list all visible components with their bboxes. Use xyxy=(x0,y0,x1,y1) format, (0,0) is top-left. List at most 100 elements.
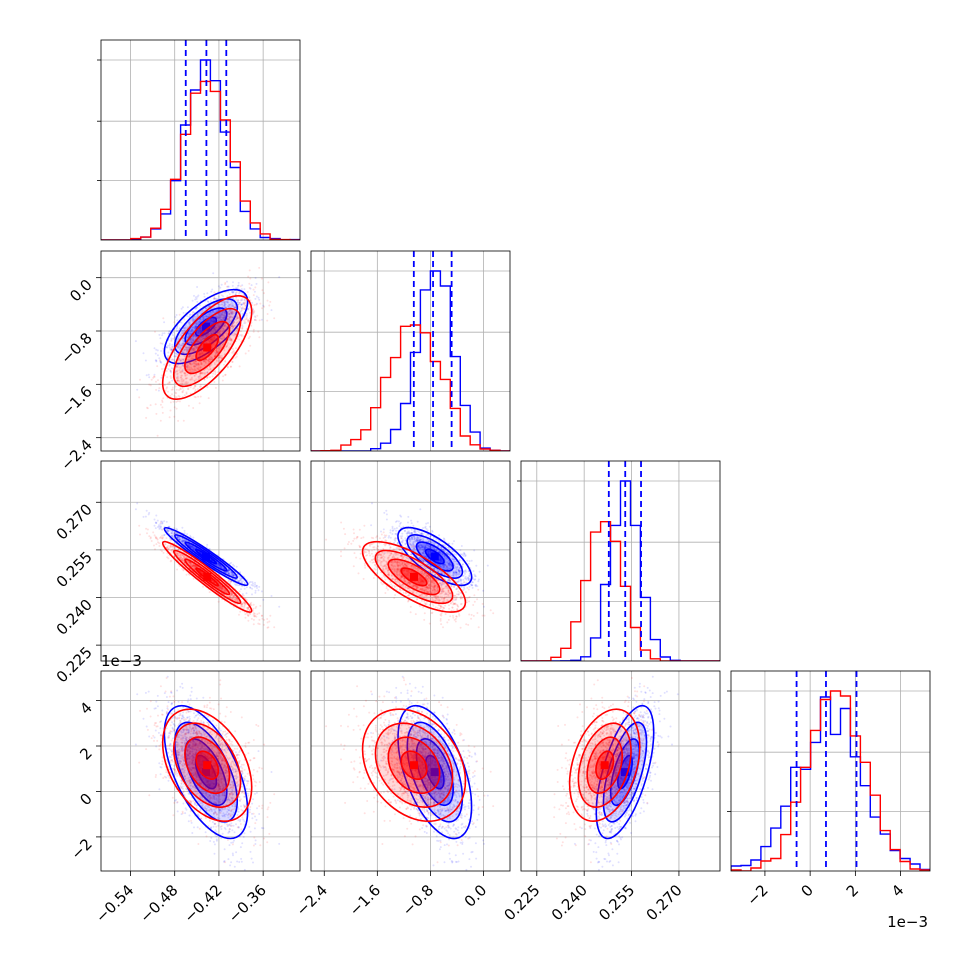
scatter-point xyxy=(159,360,162,363)
scatter-point xyxy=(147,513,150,516)
scatter-point xyxy=(144,359,147,362)
scatter-point xyxy=(273,317,276,320)
scatter-point xyxy=(178,313,181,316)
scatter-point xyxy=(180,374,183,377)
scatter-point xyxy=(195,325,198,328)
scatter-point xyxy=(239,610,242,613)
scatter-point xyxy=(250,324,253,327)
scatter-point xyxy=(220,294,223,297)
scatter-point xyxy=(214,353,217,356)
scatter-point xyxy=(208,365,211,368)
scatter-point xyxy=(252,623,255,626)
scatter-point xyxy=(242,301,245,304)
scatter-point xyxy=(222,300,225,303)
scatter-point xyxy=(166,346,169,349)
scatter-point xyxy=(173,415,176,418)
scatter-point xyxy=(163,534,166,537)
scatter-point xyxy=(171,379,174,382)
scatter-point xyxy=(219,346,222,349)
scatter-point xyxy=(241,324,244,327)
scatter-point xyxy=(234,318,237,321)
scatter-point xyxy=(196,340,199,343)
scatter-point xyxy=(176,400,179,403)
scatter-point xyxy=(161,550,163,553)
scatter-point xyxy=(192,348,195,351)
scatter-point xyxy=(198,375,201,378)
scatter-point xyxy=(176,346,179,349)
scatter-point xyxy=(169,347,172,350)
scatter-point xyxy=(231,327,233,330)
scatter-point xyxy=(193,365,196,368)
scatter-point xyxy=(237,335,240,338)
scatter-point xyxy=(200,372,203,374)
scatter-point xyxy=(191,311,194,314)
scatter-point xyxy=(170,388,173,391)
scatter-point xyxy=(229,319,232,322)
scatter-point xyxy=(204,372,207,375)
panel-1-0 xyxy=(101,251,300,451)
scatter-point xyxy=(205,376,208,379)
scatter-point xyxy=(204,360,207,363)
scatter-point xyxy=(223,324,226,327)
scatter-point xyxy=(183,326,186,329)
scatter-point xyxy=(230,561,233,564)
scatter-point xyxy=(207,300,210,303)
scatter-point xyxy=(248,269,251,272)
scatter-point xyxy=(183,357,186,360)
scatter-point xyxy=(183,318,186,321)
scatter-point xyxy=(228,321,230,324)
scatter-point xyxy=(169,401,172,404)
scatter-point xyxy=(199,372,202,374)
scatter-point xyxy=(214,297,217,300)
scatter-point xyxy=(176,380,179,382)
scatter-point xyxy=(189,321,192,324)
scatter-point xyxy=(188,368,191,371)
scatter-point xyxy=(181,374,184,377)
scatter-point xyxy=(161,406,164,409)
scatter-point xyxy=(226,320,229,323)
scatter-point xyxy=(225,332,228,334)
scatter-point xyxy=(266,621,269,624)
scatter-point xyxy=(231,310,234,313)
scatter-point xyxy=(167,332,170,335)
scatter-point xyxy=(251,587,254,590)
scatter-point xyxy=(215,348,218,351)
scatter-point xyxy=(179,367,182,370)
scatter-point xyxy=(172,337,175,340)
scatter-point xyxy=(219,356,222,359)
scatter-point xyxy=(260,590,263,593)
scatter-point xyxy=(236,317,239,320)
scatter-point xyxy=(181,379,184,382)
scatter-point xyxy=(228,320,231,323)
scatter-point xyxy=(175,314,178,316)
scatter-point xyxy=(224,283,227,286)
scatter-point xyxy=(233,332,236,335)
scatter-point xyxy=(181,351,184,354)
scatter-point xyxy=(195,323,198,326)
scatter-point xyxy=(173,337,176,339)
scatter-point xyxy=(216,332,219,334)
scatter-point xyxy=(254,277,257,279)
scatter-point xyxy=(182,364,185,366)
scatter-point xyxy=(180,371,183,374)
scatter-point xyxy=(191,347,194,350)
scatter-point xyxy=(229,309,232,312)
scatter-point xyxy=(234,333,237,336)
scatter-point xyxy=(238,365,241,368)
scatter-point xyxy=(177,379,180,382)
scatter-point xyxy=(167,355,170,357)
scatter-point xyxy=(207,359,210,362)
scatter-point xyxy=(205,307,208,310)
scatter-point xyxy=(192,365,195,368)
scatter-point xyxy=(189,362,191,365)
scatter-point xyxy=(255,282,258,285)
scatter-point xyxy=(178,358,181,361)
scatter-point xyxy=(159,525,162,528)
scatter-point xyxy=(212,310,215,313)
scatter-point xyxy=(182,311,185,314)
scatter-point xyxy=(213,297,216,300)
scatter-point xyxy=(226,343,229,346)
scatter-point xyxy=(223,314,226,317)
scatter-point xyxy=(153,375,155,378)
scatter-point xyxy=(254,286,257,289)
